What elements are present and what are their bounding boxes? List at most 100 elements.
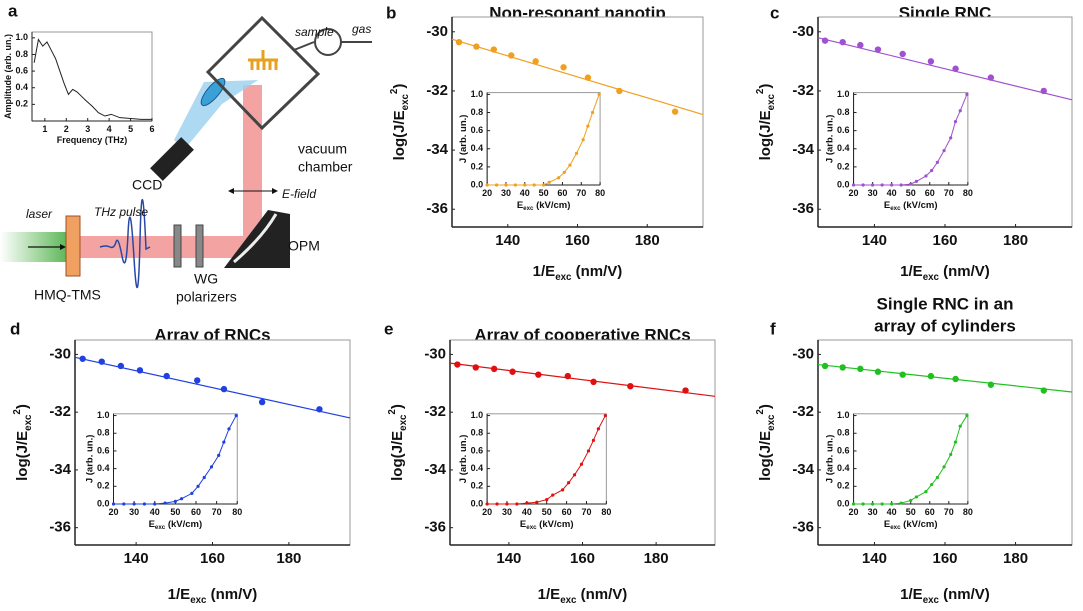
axis-label: Eexc (kV/cm): [149, 519, 203, 532]
label-part: ): [389, 404, 406, 409]
label-part: exc: [766, 414, 777, 431]
x-tick-label: 160: [200, 550, 225, 567]
label-part: exc: [560, 595, 577, 606]
label-part: exc: [923, 595, 940, 606]
x-tick-label: 50: [906, 507, 916, 517]
data-point: [562, 170, 566, 174]
x-tick-label: 20: [849, 188, 859, 198]
label-part: J (arb. un.): [824, 435, 835, 484]
data-point: [590, 110, 595, 115]
axis-label: log(J/Eexc2): [387, 404, 409, 481]
data-point: [1040, 387, 1047, 394]
data-point: [586, 124, 590, 128]
data-point: [547, 180, 551, 184]
x-tick-label: 30: [502, 507, 512, 517]
data-point: [572, 473, 577, 477]
data-point: [874, 368, 882, 375]
data-point: [987, 74, 995, 81]
y-tick-label: -34: [426, 141, 448, 158]
x-tick-label: 140: [862, 232, 887, 249]
data-point: [163, 372, 170, 380]
label-part: ): [391, 84, 408, 89]
label-part: (kV/cm): [901, 200, 938, 211]
label-part: E: [517, 200, 523, 211]
data-line: [853, 415, 968, 505]
axis-label: log(J/Eexc2): [12, 404, 34, 481]
label-part: exc: [155, 524, 166, 531]
axis-label: Eexc (kV/cm): [884, 519, 938, 532]
data-point: [880, 183, 884, 187]
y-tick-label: -30: [49, 345, 71, 362]
data-point: [821, 362, 829, 370]
label-part: (nm/V): [939, 586, 990, 603]
x-tick-label: 40: [150, 507, 160, 517]
data-point: [952, 65, 959, 72]
label: chamber: [298, 159, 353, 175]
data-point: [535, 371, 542, 378]
label-part: (nm/V): [571, 263, 622, 280]
arrow-head: [60, 244, 66, 250]
y-tick-label: -30: [426, 23, 448, 40]
x-tick-label: 80: [601, 507, 611, 517]
y-tick-label: 0.2: [471, 481, 484, 491]
axis-label: 1/Eexc (nm/V): [900, 586, 990, 606]
data-point: [136, 367, 144, 374]
label-part: exc: [23, 414, 34, 431]
panel-letter: c: [770, 3, 779, 22]
y-tick-label: 0.2: [837, 161, 850, 171]
x-tick-label: 60: [557, 188, 567, 198]
y-tick-label: 0.4: [837, 143, 850, 153]
y-tick-label: 0.2: [471, 161, 484, 171]
y-tick-label: 1.0: [97, 410, 110, 420]
x-tick-label: 160: [932, 232, 957, 249]
label-part: (nm/V): [576, 586, 627, 603]
label-part: 1/E: [538, 586, 561, 603]
x-tick-label: 80: [232, 507, 242, 517]
data-point: [173, 499, 177, 503]
data-point: [857, 41, 864, 49]
x-tick-label: 50: [539, 188, 549, 198]
data-point: [899, 371, 906, 378]
label-part: exc: [523, 205, 534, 212]
thz-pulse: [99, 199, 151, 289]
data-point: [914, 495, 919, 499]
opm-surface: [233, 213, 278, 264]
y-tick-label: -36: [792, 519, 814, 536]
y-tick-label: 0.8: [471, 107, 484, 117]
data-point: [909, 498, 913, 503]
data-point: [627, 382, 634, 390]
data-point: [515, 502, 519, 506]
data-point: [163, 501, 167, 505]
data-point: [142, 502, 147, 506]
axis-label: log(J/Eexc2): [755, 404, 777, 481]
data-point: [899, 50, 906, 58]
data-point: [682, 387, 689, 394]
data-point: [953, 440, 958, 444]
label-part: log(J/E: [391, 110, 408, 160]
data-point: [525, 501, 529, 505]
x-tick-label: 40: [520, 188, 530, 198]
label-part: exc: [526, 524, 537, 531]
y-tick-label: 0.0: [97, 498, 110, 508]
label-part: Frequency (THz): [57, 135, 128, 145]
y-tick-label: 0.0: [471, 498, 484, 508]
data-point: [568, 163, 572, 167]
label-part: exc: [190, 595, 207, 606]
data-point: [949, 136, 953, 140]
label: polarizers: [176, 289, 237, 305]
data-point: [557, 176, 561, 180]
label-part: 1/E: [168, 586, 191, 603]
label-part: ): [757, 404, 774, 409]
data-point: [551, 493, 555, 497]
data-point: [871, 183, 875, 187]
y-tick-label: 1.0: [837, 89, 850, 99]
data-line: [487, 94, 600, 186]
data-point: [545, 497, 549, 502]
x-tick-label: 4: [107, 124, 112, 134]
label-part: J (arb. un.): [458, 115, 469, 164]
label-part: (kV/cm): [901, 519, 938, 530]
label-part: 1/E: [533, 263, 556, 280]
x-tick-label: 60: [191, 507, 201, 517]
y-tick-label: -30: [424, 345, 446, 362]
data-point: [890, 502, 894, 506]
